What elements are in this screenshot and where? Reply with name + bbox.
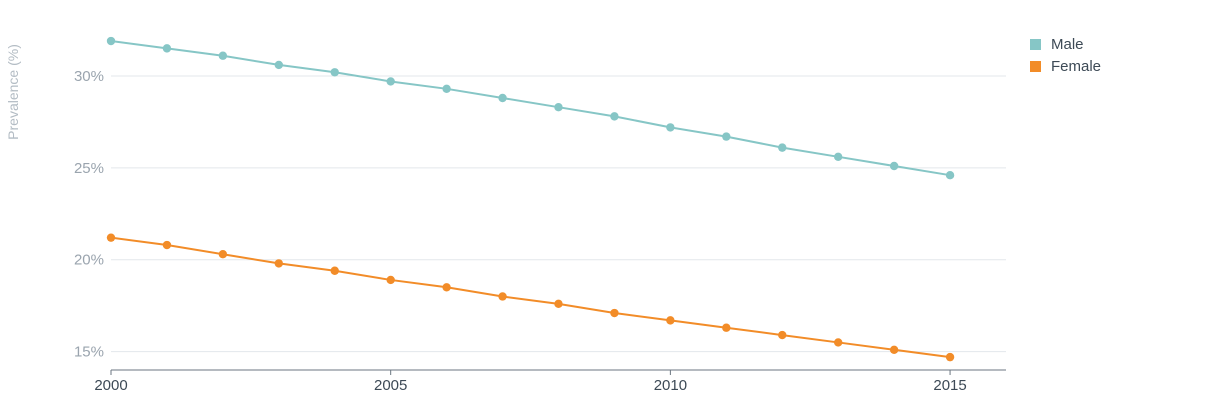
data-point-female[interactable] [218, 250, 228, 259]
legend-swatch-female [1030, 60, 1041, 72]
y-axis-title: Prevalence (%) [5, 44, 21, 140]
data-point-female[interactable] [778, 330, 787, 340]
series-line-male [110, 40, 951, 177]
data-point-male[interactable] [498, 93, 507, 103]
grid-layer [111, 75, 1006, 353]
x-tick-label: 2005 [374, 377, 407, 394]
data-point-female[interactable] [722, 323, 731, 332]
legend-item-male[interactable]: Male [1030, 33, 1101, 55]
data-point-male[interactable] [162, 44, 172, 53]
data-point-male[interactable] [945, 170, 955, 180]
data-point-male[interactable] [889, 161, 899, 171]
y-tick-label: 15% [74, 344, 104, 361]
data-point-male[interactable] [666, 123, 675, 132]
legend: Male Female [1030, 33, 1101, 77]
data-point-male[interactable] [833, 152, 843, 162]
data-point-male[interactable] [106, 36, 116, 46]
data-point-female[interactable] [833, 338, 843, 347]
data-point-female[interactable] [945, 352, 955, 362]
data-point-female[interactable] [442, 283, 451, 292]
legend-label-female: Female [1051, 57, 1102, 75]
y-tick-label: 25% [74, 160, 104, 177]
legend-item-female[interactable]: Female [1030, 55, 1101, 77]
legend-label-male: Male [1051, 35, 1084, 53]
data-point-male[interactable] [442, 84, 451, 94]
data-point-male[interactable] [330, 68, 339, 77]
axis-layer: 15% 20% 25% 30% 2000 2005 2010 2015 [74, 68, 1006, 394]
series-male [106, 36, 955, 180]
data-point-female[interactable] [498, 292, 507, 301]
legend-swatch-male [1030, 38, 1041, 50]
data-point-male[interactable] [218, 51, 228, 60]
data-point-female[interactable] [889, 345, 899, 354]
data-point-female[interactable] [666, 316, 675, 325]
data-point-male[interactable] [778, 143, 787, 152]
data-point-female[interactable] [106, 233, 116, 242]
data-point-female[interactable] [554, 299, 563, 309]
series-line-female [110, 236, 951, 359]
data-point-male[interactable] [386, 77, 395, 86]
data-point-female[interactable] [386, 275, 395, 285]
data-point-male[interactable] [722, 132, 731, 141]
data-point-male[interactable] [554, 102, 563, 112]
x-tick-label: 2000 [94, 377, 127, 394]
series-female [106, 233, 955, 362]
data-point-male[interactable] [274, 60, 284, 70]
data-point-female[interactable] [274, 259, 284, 268]
data-point-female[interactable] [610, 308, 619, 318]
data-point-female[interactable] [330, 266, 339, 275]
data-point-male[interactable] [610, 112, 619, 121]
series-layer [106, 36, 955, 362]
y-tick-label: 20% [74, 252, 104, 269]
x-tick-label: 2015 [933, 377, 966, 394]
data-point-female[interactable] [162, 240, 172, 250]
x-tick-label: 2010 [654, 377, 687, 394]
y-tick-label: 30% [74, 68, 104, 85]
